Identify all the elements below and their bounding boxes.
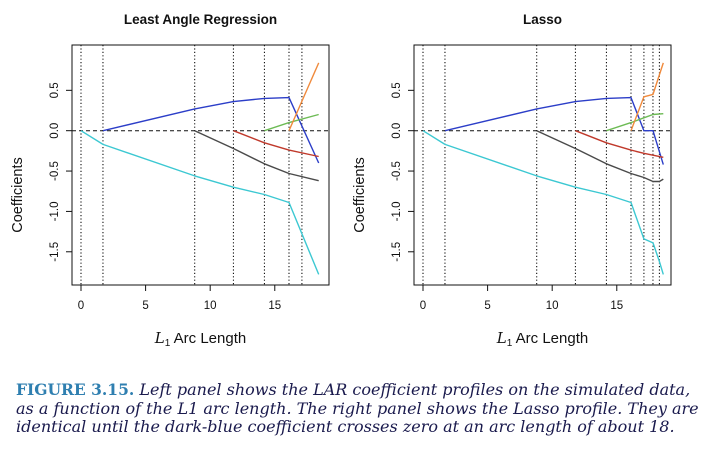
y-tick-label: -1.0 [391, 202, 403, 222]
series-cyan [422, 130, 664, 275]
y-tick-label: 0.0 [49, 123, 61, 139]
x-tick-label: 15 [610, 300, 623, 312]
y-tick-label: 0.0 [391, 123, 403, 139]
y-tick-label: -0.5 [391, 161, 403, 181]
series-green [264, 113, 319, 132]
lasso-panel: Lasso 0 5 10 15 -1.5 -1.0 -0.5 0.0 0.5 L1 Arc Leng… [352, 12, 672, 349]
chart-title: Least Angle Regression [124, 12, 277, 27]
plot-frame [71, 44, 330, 286]
chart-title: Lasso [523, 12, 562, 27]
y-tick-label: -1.5 [391, 242, 403, 262]
figure: Least Angle Regression 0 5 10 15 -1.5 -1.0 -0.5… [10, 12, 672, 349]
x-axis-label: L1 Arc Length [496, 329, 588, 349]
y-tick-label: 0.5 [391, 82, 403, 98]
series-gray [194, 130, 319, 182]
series-orange [630, 62, 664, 131]
x-axis-label: L1 Arc Length [154, 329, 246, 349]
plot-frame [413, 44, 672, 286]
y-axis-label: Coefficients [352, 157, 368, 233]
series-blue [444, 96, 664, 165]
x-tick-label: 5 [142, 300, 148, 312]
series-cyan [80, 130, 320, 275]
series-green [606, 113, 664, 132]
x-tick-label: 0 [420, 300, 426, 312]
y-tick-label: -0.5 [49, 161, 61, 181]
series-orange [288, 62, 320, 131]
x-tick-label: 5 [484, 300, 490, 312]
y-tick-label: 0.5 [49, 82, 61, 98]
series-red [575, 130, 664, 158]
x-tick-label: 0 [78, 300, 84, 312]
caption-label: FIGURE 3.15. [16, 380, 135, 399]
y-tick-label: -1.0 [49, 202, 61, 222]
x-tick-label: 10 [546, 300, 559, 312]
series-blue [102, 96, 320, 164]
lar-panel: Least Angle Regression 0 5 10 15 -1.5 -1.0 -0.5… [10, 12, 330, 349]
x-tick-label: 15 [268, 300, 281, 312]
series-red [233, 130, 319, 158]
y-axis-label: Coefficients [10, 157, 26, 233]
caption-text: Left panel shows the LAR coefficient pro… [16, 380, 699, 437]
y-tick-label: -1.5 [49, 242, 61, 262]
figure-caption: FIGURE 3.15. Left panel shows the LAR co… [16, 380, 712, 437]
series-gray [536, 130, 664, 183]
x-tick-label: 10 [204, 300, 217, 312]
